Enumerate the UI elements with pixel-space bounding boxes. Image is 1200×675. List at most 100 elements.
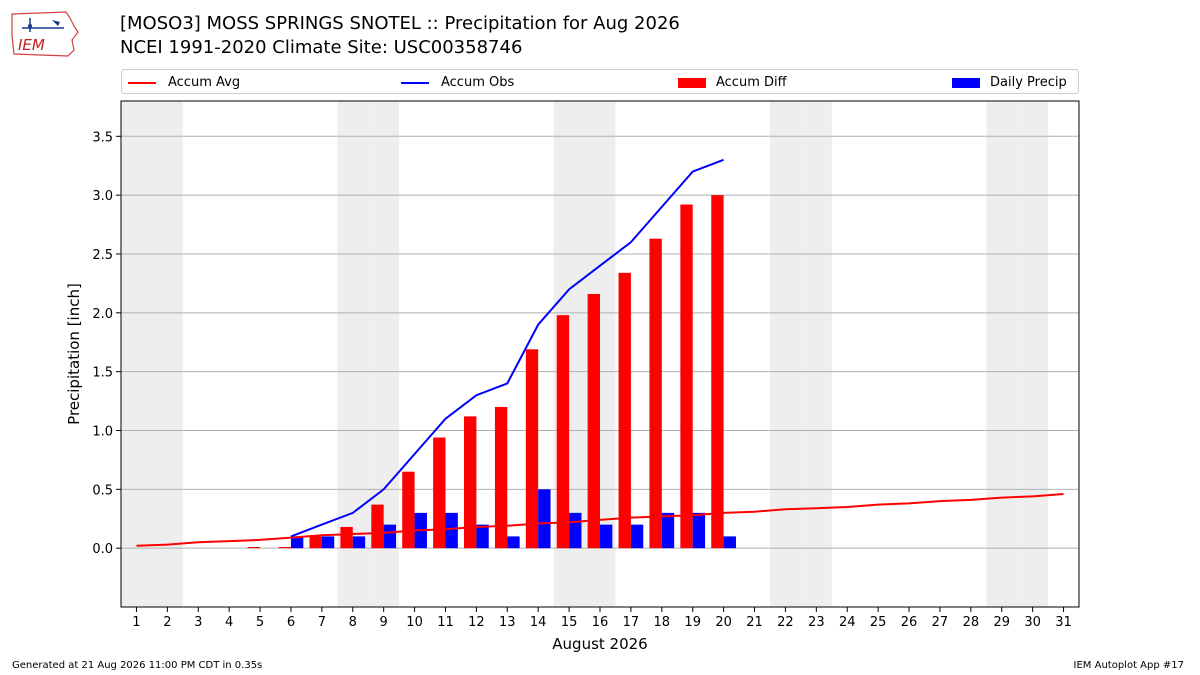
legend-swatch-accum-obs — [401, 81, 429, 84]
legend-label-daily-precip: Daily Precip — [990, 75, 1067, 90]
logo-text: IEM — [18, 36, 45, 54]
accum-diff-bar-10 — [402, 471, 415, 549]
legend-label-accum-avg: Accum Avg — [168, 75, 241, 90]
x-tick-label-15: 15 — [561, 615, 578, 630]
x-tick-label-31: 31 — [1055, 615, 1072, 630]
x-tick-label-21: 21 — [746, 615, 763, 630]
title-line-1: [MOSO3] MOSS SPRINGS SNOTEL :: Precipita… — [120, 13, 680, 34]
legend-swatch-accum-avg — [128, 81, 156, 84]
accum-diff-bar-7 — [309, 536, 322, 549]
x-tick-label-7: 7 — [318, 615, 326, 630]
accum-diff-bar-5 — [247, 546, 261, 549]
iowa-map-logo-icon: IEM — [11, 11, 79, 57]
legend: Accum Avg Accum Obs Accum Diff Daily Pre… — [121, 69, 1079, 94]
accum-diff-bar-19 — [680, 204, 693, 549]
iem-logo: IEM — [8, 6, 80, 58]
x-tick-label-17: 17 — [623, 615, 640, 630]
y-tick-label-1: 0.5 — [92, 483, 113, 498]
daily-precip-bar-16 — [600, 524, 613, 549]
x-tick-label-19: 19 — [684, 615, 701, 630]
x-tick-label-16: 16 — [592, 615, 609, 630]
daily-precip-bar-13 — [507, 536, 520, 549]
weekend-shade-30 — [1017, 101, 1049, 607]
legend-label-accum-obs: Accum Obs — [441, 75, 515, 90]
daily-precip-bar-19 — [692, 512, 706, 549]
x-axis-label: August 2026 — [552, 635, 647, 653]
x-tick-label-20: 20 — [715, 615, 732, 630]
x-tick-label-26: 26 — [901, 615, 918, 630]
y-axis-label: Precipitation [inch] — [65, 283, 83, 425]
weekend-shade-2 — [151, 101, 183, 607]
y-tick-label-7: 3.5 — [92, 130, 113, 145]
x-tick-label-12: 12 — [468, 615, 485, 630]
lines — [136, 158, 1064, 547]
accum-diff-bar-16 — [587, 293, 600, 549]
weekend-shade-23 — [800, 101, 832, 607]
x-tick-label-6: 6 — [287, 615, 295, 630]
accum-diff-bar-14 — [525, 349, 539, 549]
accum-diff-bar-13 — [494, 406, 508, 549]
daily-precip-bar-17 — [630, 524, 644, 549]
x-tick-label-2: 2 — [163, 615, 171, 630]
x-tick-label-10: 10 — [406, 615, 423, 630]
daily-precip-bar-11 — [445, 512, 458, 549]
y-tick-label-6: 3.0 — [92, 189, 113, 204]
y-tick-label-2: 1.0 — [92, 424, 113, 439]
accum-diff-bar-11 — [433, 437, 446, 549]
weekend-shade-1 — [121, 101, 152, 607]
x-tick-label-23: 23 — [808, 615, 825, 630]
daily-precip-bar-20 — [723, 536, 736, 549]
x-tick-label-25: 25 — [870, 615, 887, 630]
x-tick-label-4: 4 — [225, 615, 233, 630]
daily-precip-bar-18 — [661, 512, 675, 549]
x-tick-label-18: 18 — [654, 615, 671, 630]
legend-label-accum-diff: Accum Diff — [716, 75, 787, 90]
accum-diff-bar-17 — [618, 272, 631, 549]
x-tick-label-27: 27 — [932, 615, 949, 630]
x-tick-label-9: 9 — [380, 615, 388, 630]
footer-generated: Generated at 21 Aug 2026 11:00 PM CDT in… — [12, 660, 263, 671]
accum-diff-bar-12 — [464, 416, 477, 549]
x-tick-label-22: 22 — [777, 615, 794, 630]
legend-item-accum-avg: Accum Avg — [128, 70, 240, 95]
y-tick-label-4: 2.0 — [92, 307, 113, 322]
daily-precip-bar-7 — [321, 536, 335, 549]
y-tick-label-3: 1.5 — [92, 366, 113, 381]
weekend-shade-22 — [769, 101, 801, 607]
legend-swatch-accum-diff — [678, 77, 706, 88]
weekend-shading — [121, 101, 1049, 607]
x-tick-label-28: 28 — [963, 615, 980, 630]
accum-diff-bar-20 — [711, 195, 724, 549]
accum-diff-bar-15 — [556, 315, 570, 549]
x-tick-label-8: 8 — [349, 615, 357, 630]
accum-diff-bar-6 — [278, 546, 291, 549]
accum-diff-bar-8 — [340, 526, 353, 549]
x-tick-label-11: 11 — [437, 615, 454, 630]
weekend-shade-8 — [337, 101, 369, 607]
daily-precip-bar-12 — [476, 524, 489, 549]
weekend-shade-29 — [986, 101, 1018, 607]
x-tick-label-14: 14 — [530, 615, 547, 630]
accum-diff-bar-9 — [371, 504, 384, 549]
legend-swatch-daily-precip — [952, 77, 980, 88]
x-tick-label-30: 30 — [1024, 615, 1041, 630]
legend-item-daily-precip: Daily Precip — [952, 70, 1067, 95]
daily-precip-bar-8 — [352, 536, 366, 549]
x-tick-label-29: 29 — [993, 615, 1010, 630]
chart-title: [MOSO3] MOSS SPRINGS SNOTEL :: Precipita… — [120, 12, 680, 60]
y-tick-label-0: 0.0 — [92, 542, 113, 557]
accum-diff-bar-18 — [649, 238, 662, 549]
daily-precip-bar-6 — [290, 536, 304, 549]
accum-obs-line — [290, 158, 724, 538]
legend-item-accum-diff: Accum Diff — [678, 70, 787, 95]
x-tick-label-1: 1 — [132, 615, 140, 630]
bars — [247, 195, 736, 549]
x-tick-label-13: 13 — [499, 615, 516, 630]
axes: 0.00.51.01.52.02.53.03.51 2 3 4 5 6 7 8 9 10 11 12 1… — [92, 130, 1072, 630]
x-tick-label-5: 5 — [256, 615, 264, 630]
daily-precip-bar-15 — [569, 512, 582, 549]
x-tick-label-24: 24 — [839, 615, 856, 630]
accum-avg-line — [136, 493, 1064, 547]
y-tick-label-5: 2.5 — [92, 248, 113, 263]
